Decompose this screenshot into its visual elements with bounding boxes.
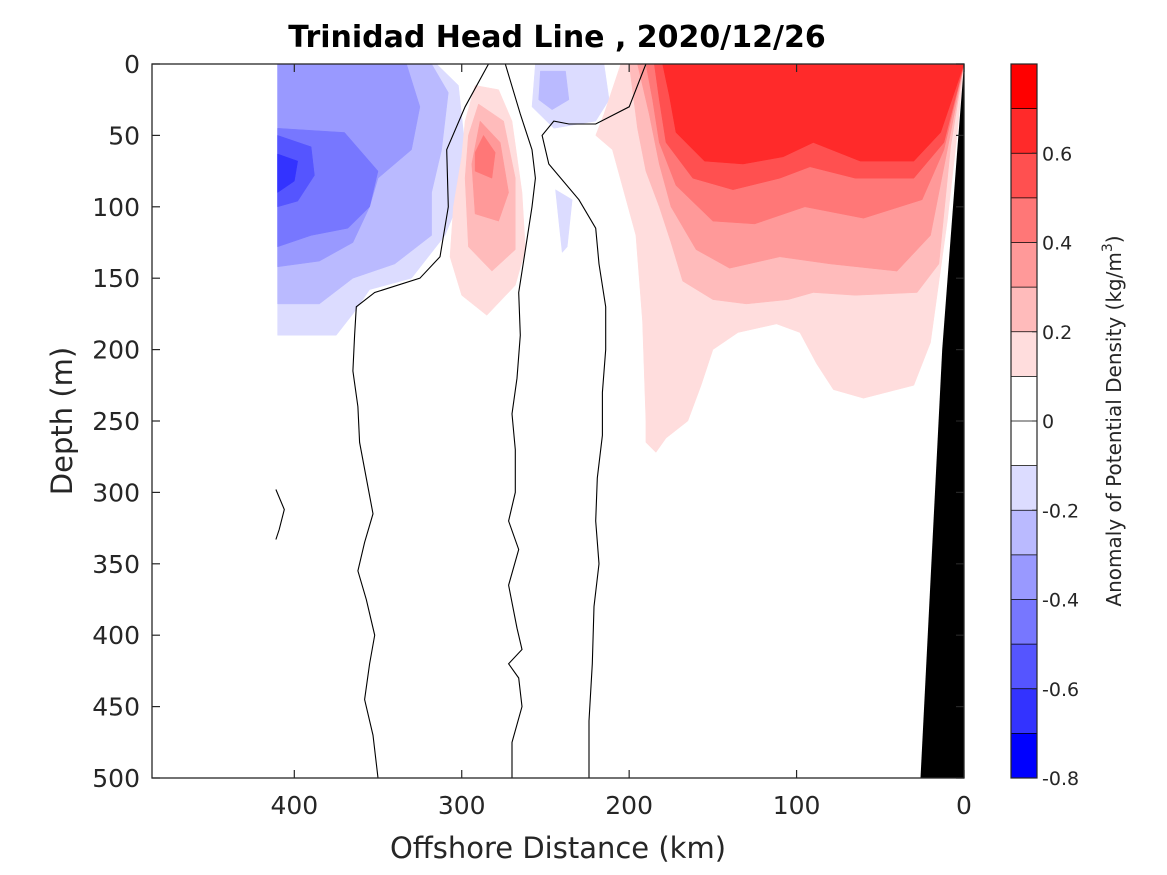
colorbar-swatch (1011, 287, 1037, 332)
y-tick-label: 50 (108, 121, 140, 150)
zero-contour-2 (504, 64, 536, 778)
colorbar-tick-label: 0.6 (1042, 143, 1072, 165)
colorbar-label-text: Anomaly of Potential Density (kg/m (1102, 252, 1126, 606)
y-tick-label: 400 (92, 621, 140, 650)
colorbar: 0.6 0.4 0.2 0 -0.2 -0.4 -0.6 -0.8 (1010, 63, 1079, 790)
plot-area (151, 63, 965, 779)
y-axis: 0 50 100 150 200 250 300 350 400 450 500 (92, 50, 964, 793)
colorbar-swatch (1011, 599, 1037, 645)
colorbar-swatch (1011, 644, 1037, 689)
contour-region-neg-0.1-c (555, 189, 573, 254)
colorbar-label-superscript: 3 (1100, 243, 1116, 252)
colorbar-swatch (1011, 688, 1037, 734)
colorbar-swatch (1011, 108, 1037, 154)
x-axis: 400 300 200 100 0 (270, 64, 972, 820)
colorbar-tick-label: 0 (1042, 411, 1054, 433)
contour-region-neg-0.6 (277, 153, 298, 193)
zero-contour-1 (352, 64, 489, 778)
x-tick-label: 200 (605, 791, 653, 820)
x-tick-label: 400 (270, 791, 318, 820)
colorbar-swatch (1011, 153, 1037, 198)
seafloor-shelf (920, 64, 964, 778)
colorbar-swatch (1011, 733, 1037, 778)
colorbar-tick-label: -0.2 (1042, 500, 1079, 522)
colorbar-tick-label: -0.4 (1042, 590, 1079, 612)
x-tick-label: 300 (438, 791, 486, 820)
y-tick-label: 0 (124, 50, 140, 79)
x-tick-label: 100 (773, 791, 821, 820)
colorbar-swatch (1011, 331, 1037, 377)
x-axis-label: Offshore Distance (km) (390, 831, 726, 865)
contour-region-pos-0.4-a (474, 134, 496, 179)
y-axis-label: Depth (m) (45, 347, 79, 495)
y-tick-label: 100 (92, 193, 140, 222)
x-tick-label: 0 (956, 791, 972, 820)
colorbar-tick-label: 0.2 (1042, 322, 1072, 344)
y-tick-label: 150 (92, 264, 140, 293)
y-tick-label: 500 (92, 764, 140, 793)
y-tick-label: 250 (92, 407, 140, 436)
zero-contour-3 (541, 64, 647, 778)
y-tick-label: 350 (92, 550, 140, 579)
zero-contour-layer (275, 64, 647, 778)
contour-region-pos-0.6-b (662, 64, 964, 165)
colorbar-swatch (1011, 376, 1037, 421)
zero-contour-4 (275, 489, 285, 540)
y-tick-label: 200 (92, 336, 140, 365)
chart-title: Trinidad Head Line , 2020/12/26 (288, 20, 825, 55)
colorbar-tick-label: -0.6 (1042, 679, 1079, 701)
colorbar-label-close: ) (1102, 235, 1126, 243)
colorbar-swatch (1011, 242, 1037, 288)
y-tick-label: 450 (92, 693, 140, 722)
seafloor-layer (920, 64, 964, 778)
colorbar-tick-label: -0.8 (1042, 768, 1079, 790)
colorbar-swatch (1011, 465, 1037, 511)
colorbar-swatch (1011, 197, 1037, 243)
colorbar-tick-label: 0.4 (1042, 233, 1072, 255)
colorbar-swatch (1011, 421, 1037, 466)
colorbar-swatch (1011, 510, 1037, 555)
contour-region-neg-0.2-b (538, 70, 570, 111)
colorbar-swatch (1011, 554, 1037, 600)
y-tick-label: 300 (92, 478, 140, 507)
colorbar-swatch (1011, 64, 1037, 109)
contour-fill-layer (277, 64, 964, 453)
colorbar-label: Anomaly of Potential Density (kg/m3) (1100, 235, 1126, 606)
